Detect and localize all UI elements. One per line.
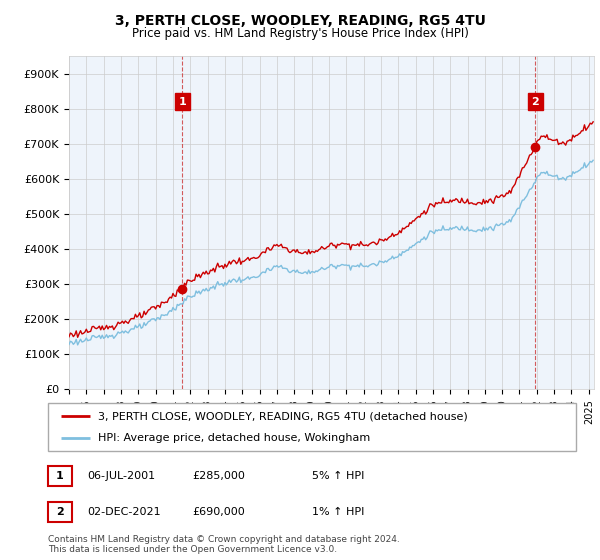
Text: 2: 2 — [532, 96, 539, 106]
Text: Contains HM Land Registry data © Crown copyright and database right 2024.
This d: Contains HM Land Registry data © Crown c… — [48, 535, 400, 554]
Text: 1% ↑ HPI: 1% ↑ HPI — [312, 507, 364, 517]
Text: 06-JUL-2001: 06-JUL-2001 — [87, 471, 155, 481]
Text: 3, PERTH CLOSE, WOODLEY, READING, RG5 4TU: 3, PERTH CLOSE, WOODLEY, READING, RG5 4T… — [115, 14, 485, 28]
Text: £690,000: £690,000 — [192, 507, 245, 517]
Text: 1: 1 — [56, 471, 64, 481]
Text: HPI: Average price, detached house, Wokingham: HPI: Average price, detached house, Woki… — [98, 433, 370, 443]
Text: 1: 1 — [178, 96, 186, 106]
Text: 3, PERTH CLOSE, WOODLEY, READING, RG5 4TU (detached house): 3, PERTH CLOSE, WOODLEY, READING, RG5 4T… — [98, 411, 468, 421]
FancyBboxPatch shape — [48, 403, 576, 451]
Text: 5% ↑ HPI: 5% ↑ HPI — [312, 471, 364, 481]
Text: 02-DEC-2021: 02-DEC-2021 — [87, 507, 161, 517]
Text: £285,000: £285,000 — [192, 471, 245, 481]
Text: 2: 2 — [56, 507, 64, 517]
Text: Price paid vs. HM Land Registry's House Price Index (HPI): Price paid vs. HM Land Registry's House … — [131, 27, 469, 40]
